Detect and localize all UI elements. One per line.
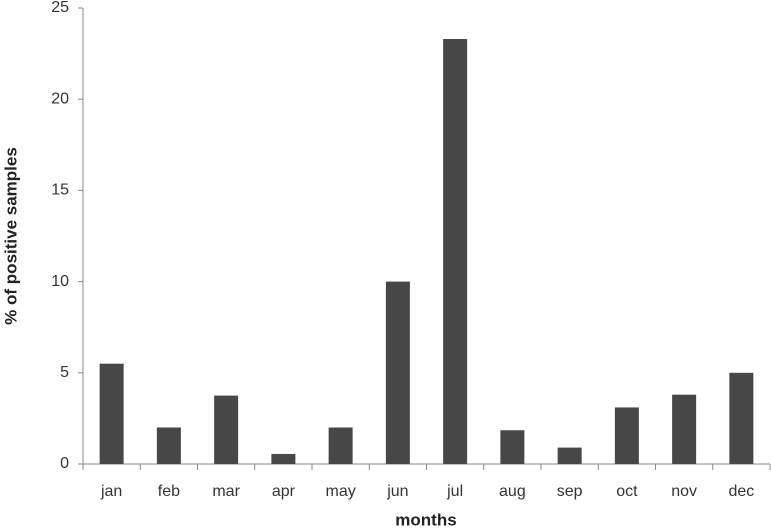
x-tick-label: may xyxy=(326,483,356,500)
bar xyxy=(156,427,181,464)
x-tick-label: aug xyxy=(499,483,526,500)
y-tick-label: 20 xyxy=(51,90,69,107)
y-tick-label: 0 xyxy=(60,455,69,472)
x-tick-label: feb xyxy=(158,483,180,500)
y-tick-label: 10 xyxy=(51,273,69,290)
x-tick-label: dec xyxy=(728,483,754,500)
y-axis-title: % of positive samples xyxy=(1,147,20,325)
x-tick-label: mar xyxy=(212,483,240,500)
x-tick-label: sep xyxy=(557,483,583,500)
x-tick-label: nov xyxy=(671,483,697,500)
bar xyxy=(443,39,468,465)
bar xyxy=(557,447,582,464)
bar xyxy=(271,453,296,464)
y-tick-label: 5 xyxy=(60,364,69,381)
x-tick-label: oct xyxy=(616,483,638,500)
bar xyxy=(99,363,124,464)
x-tick-label: jan xyxy=(100,483,122,500)
bar xyxy=(214,395,239,464)
x-axis-title: months xyxy=(395,510,456,529)
bar xyxy=(328,427,353,464)
bar xyxy=(729,372,754,464)
bar xyxy=(500,430,525,464)
y-tick-label: 15 xyxy=(51,182,69,199)
x-tick-label: apr xyxy=(272,483,296,500)
bar xyxy=(672,394,697,464)
bar xyxy=(614,407,639,464)
x-tick-label: jul xyxy=(446,483,463,500)
y-tick-label: 25 xyxy=(51,0,69,16)
bar xyxy=(385,281,410,464)
x-tick-label: jun xyxy=(386,483,408,500)
